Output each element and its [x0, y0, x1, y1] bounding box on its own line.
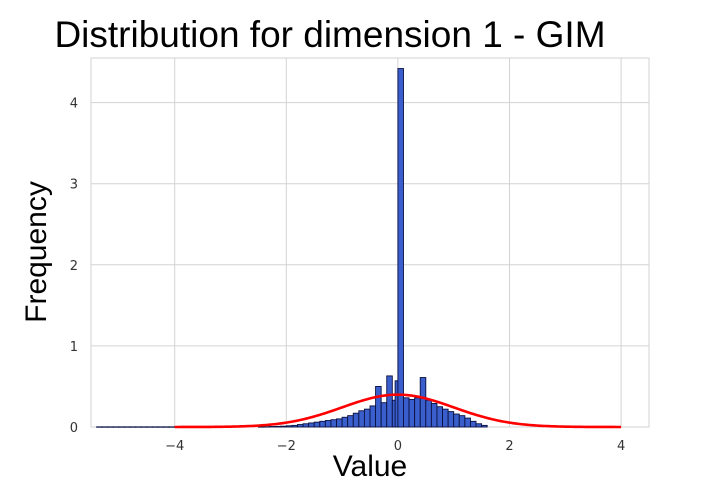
y-tick-label: 0 [70, 421, 78, 436]
y-tick-label: 2 [70, 259, 78, 274]
histogram-bar [425, 399, 432, 428]
histogram-bar [274, 425, 282, 428]
histogram-bar [403, 397, 410, 428]
histogram-bar [369, 405, 377, 428]
histogram-bar [430, 403, 438, 428]
histogram-bar [397, 68, 404, 428]
histogram-bar [419, 377, 427, 428]
histogram-bar [324, 420, 332, 428]
y-tick-labels: 0 1 2 3 4 [70, 97, 78, 436]
histogram-bar [313, 421, 321, 428]
chart-title: Distribution for dimension 1 - GIM [54, 14, 605, 55]
histogram-bar [280, 425, 287, 428]
histogram-bar [297, 424, 304, 428]
histogram-bar [363, 408, 371, 428]
histogram-bar [302, 423, 310, 428]
histogram-bar [475, 423, 483, 428]
histogram-bar [330, 419, 337, 428]
y-tick-label: 1 [70, 340, 78, 355]
normal-curve-layer [174, 393, 622, 429]
histogram-bar [414, 397, 421, 428]
histogram-bar [464, 417, 471, 428]
histogram-bars [96, 68, 488, 428]
histogram-bar [336, 418, 343, 428]
histogram-bar [458, 415, 466, 428]
histogram-bar [408, 398, 416, 428]
histogram-bar [358, 410, 365, 428]
histogram-bar [352, 412, 360, 428]
histogram-bar [291, 424, 298, 428]
x-tick-label: −2 [277, 439, 296, 454]
histogram-bar [308, 422, 315, 428]
histogram-bar [285, 425, 293, 428]
histogram-bar [442, 408, 449, 428]
normal-curve [174, 393, 622, 429]
histogram-bar [436, 406, 443, 428]
x-tick-label: 2 [505, 439, 513, 454]
histogram-bar [375, 386, 382, 428]
histogram-bar [319, 420, 326, 428]
x-tick-label: 4 [617, 439, 625, 454]
x-tick-label: −4 [165, 439, 184, 454]
x-axis-label: Value [333, 450, 408, 480]
histogram-bar [447, 411, 455, 428]
histogram-bar [453, 413, 460, 428]
y-tick-label: 4 [70, 97, 78, 112]
histogram-bar [469, 420, 477, 428]
histogram-bar [347, 415, 354, 428]
y-tick-label: 3 [70, 178, 78, 193]
histogram-bar [481, 424, 488, 428]
x-tick-labels: −4 −2 0 2 4 [165, 439, 625, 454]
histogram-bar [341, 416, 349, 428]
histogram-bar [380, 402, 388, 428]
y-axis-label: Frequency [20, 181, 53, 323]
histogram-bar [386, 375, 393, 428]
plot-area [90, 57, 650, 428]
x-tick-label: 0 [394, 439, 402, 454]
